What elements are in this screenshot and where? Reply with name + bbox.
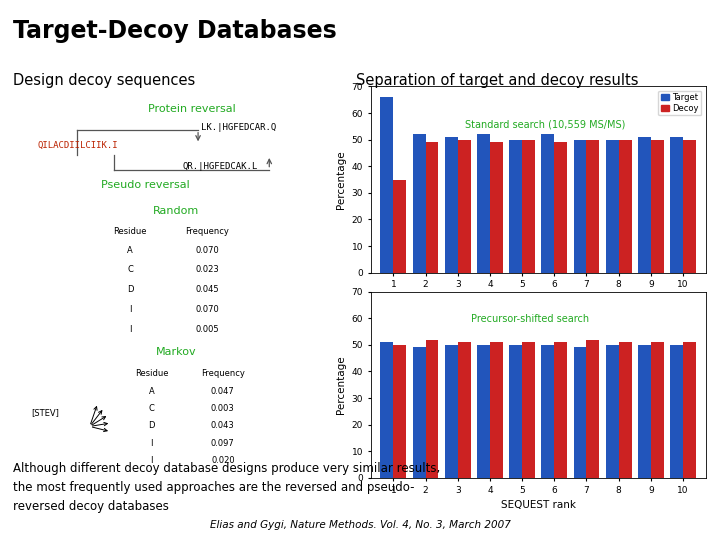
Text: I: I	[129, 325, 131, 334]
X-axis label: SEQUEST rank: SEQUEST rank	[500, 500, 576, 510]
Bar	[541, 345, 554, 478]
Bar	[574, 140, 587, 273]
Text: 0.023: 0.023	[196, 266, 219, 274]
Bar	[541, 134, 554, 273]
Bar	[638, 137, 651, 273]
Bar	[477, 345, 490, 478]
Bar	[606, 140, 618, 273]
Text: 0.045: 0.045	[196, 285, 219, 294]
Text: Target-Decoy Databases: Target-Decoy Databases	[13, 19, 337, 43]
Text: Protein reversal: Protein reversal	[148, 104, 235, 114]
Text: QR.|HGFEDCAK.L: QR.|HGFEDCAK.L	[183, 163, 258, 171]
Text: QILACDIILCIIK.I: QILACDIILCIIK.I	[37, 140, 117, 150]
Bar	[670, 345, 683, 478]
Bar	[380, 342, 393, 478]
Text: A: A	[149, 387, 155, 396]
Text: 0.020: 0.020	[211, 456, 235, 465]
Text: Random: Random	[153, 206, 199, 216]
Bar	[651, 140, 664, 273]
Bar	[522, 140, 535, 273]
Bar	[490, 342, 503, 478]
Text: Frequency: Frequency	[186, 227, 229, 237]
Bar	[509, 345, 522, 478]
Text: Elias and Gygi, Nature Methods. Vol. 4, No. 3, March 2007: Elias and Gygi, Nature Methods. Vol. 4, …	[210, 520, 510, 530]
Text: 0.003: 0.003	[211, 404, 235, 413]
Bar	[683, 342, 696, 478]
Bar	[554, 142, 567, 273]
Bar	[380, 97, 393, 273]
Bar	[638, 345, 651, 478]
Y-axis label: Percentage: Percentage	[336, 150, 346, 209]
Bar	[522, 342, 535, 478]
Text: I: I	[129, 305, 131, 314]
Bar	[458, 342, 471, 478]
Text: C: C	[127, 266, 133, 274]
Bar	[393, 345, 406, 478]
Text: Pseudo reversal: Pseudo reversal	[101, 180, 190, 191]
Text: I: I	[150, 438, 153, 448]
Text: 0.043: 0.043	[211, 421, 235, 430]
Text: I: I	[150, 456, 153, 465]
Bar	[606, 345, 618, 478]
Text: LK.|HGFEDCAR.Q: LK.|HGFEDCAR.Q	[201, 123, 276, 132]
Text: Standard search (10,559 MS/MS): Standard search (10,559 MS/MS)	[464, 120, 625, 130]
Legend: Target, Decoy: Target, Decoy	[658, 91, 701, 115]
Bar	[683, 140, 696, 273]
Text: 0.047: 0.047	[211, 387, 235, 396]
Text: Precursor-shifted search: Precursor-shifted search	[472, 314, 590, 324]
Bar	[426, 142, 438, 273]
Bar	[413, 134, 426, 273]
Bar	[413, 348, 426, 478]
Bar	[477, 134, 490, 273]
Text: Design decoy sequences: Design decoy sequences	[13, 73, 195, 88]
Text: A: A	[127, 246, 132, 254]
Text: D: D	[148, 421, 155, 430]
Text: Frequency: Frequency	[201, 368, 245, 377]
Bar	[490, 142, 503, 273]
Bar	[458, 140, 471, 273]
Bar	[618, 140, 631, 273]
Text: 0.097: 0.097	[211, 438, 235, 448]
Y-axis label: Percentage: Percentage	[336, 355, 346, 414]
Text: 0.005: 0.005	[196, 325, 219, 334]
Bar	[445, 345, 458, 478]
Text: 0.070: 0.070	[196, 305, 219, 314]
Bar	[509, 140, 522, 273]
Text: C: C	[149, 404, 155, 413]
Bar	[587, 340, 599, 478]
Bar	[618, 342, 631, 478]
Bar	[426, 340, 438, 478]
Bar	[445, 137, 458, 273]
Text: Residue: Residue	[113, 227, 147, 237]
Text: Residue: Residue	[135, 368, 168, 377]
Bar	[393, 179, 406, 273]
Text: [STEV]: [STEV]	[31, 408, 59, 417]
X-axis label: SEQUEST rank: SEQUEST rank	[500, 295, 576, 305]
Bar	[574, 348, 587, 478]
Text: Although different decoy database designs produce very similar results,
the most: Although different decoy database design…	[13, 462, 440, 512]
Text: Markov: Markov	[156, 347, 197, 357]
Text: D: D	[127, 285, 133, 294]
Bar	[587, 140, 599, 273]
Bar	[670, 137, 683, 273]
Text: Separation of target and decoy results: Separation of target and decoy results	[356, 73, 639, 88]
Bar	[554, 342, 567, 478]
Bar	[651, 342, 664, 478]
Text: 0.070: 0.070	[196, 246, 219, 254]
